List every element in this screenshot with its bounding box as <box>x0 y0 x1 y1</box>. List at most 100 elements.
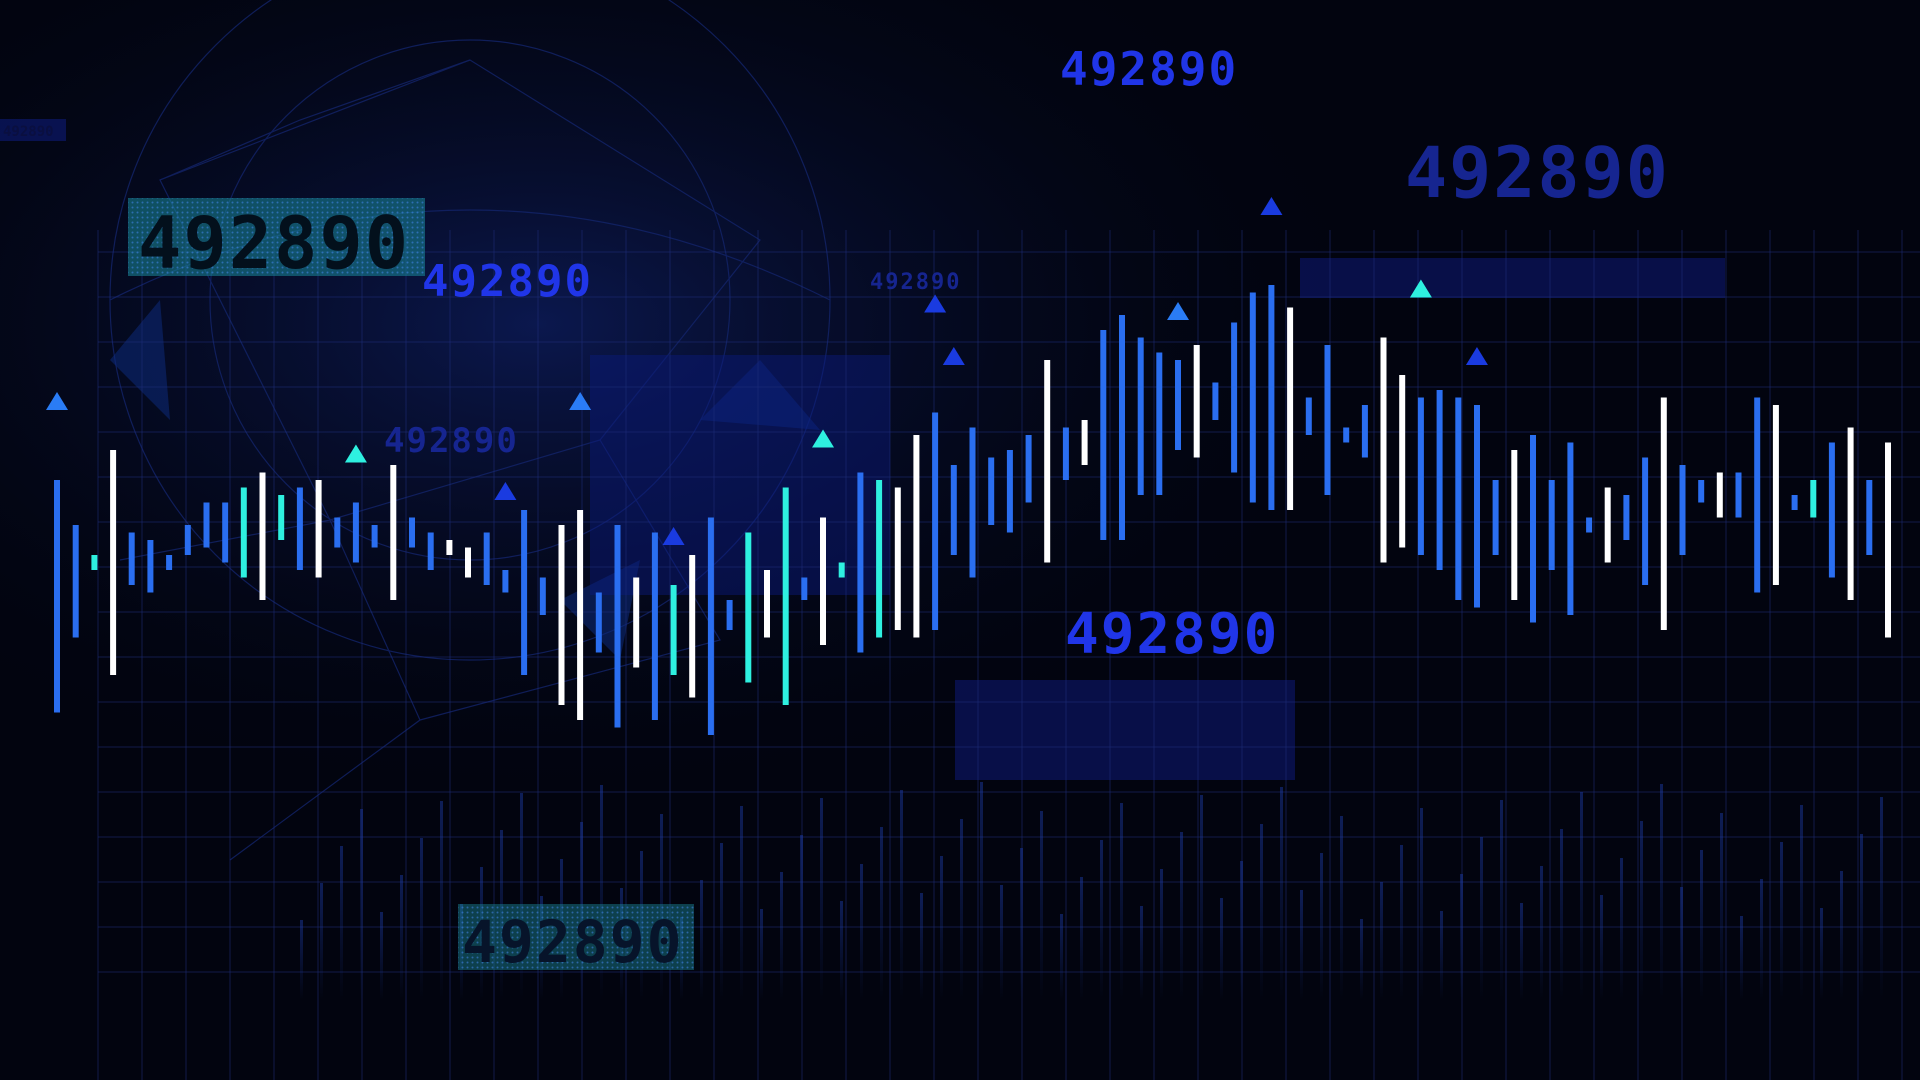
ghost-bar <box>340 846 343 1000</box>
ghost-bar <box>1880 797 1883 1000</box>
price-bar <box>483 532 490 585</box>
triangle-marker <box>942 347 965 365</box>
price-bar <box>707 517 714 735</box>
ghost-bar <box>1640 821 1643 1000</box>
price-bar <box>1305 397 1312 435</box>
ghost-bar <box>1060 914 1063 1000</box>
price-bar <box>390 465 397 600</box>
price-bar <box>1119 315 1125 540</box>
price-bar <box>54 480 60 713</box>
ghost-bar <box>1760 879 1763 1000</box>
price-bar <box>1474 405 1480 608</box>
number-labels: 492890 492890 492890 492890 492890 49289… <box>0 42 1668 976</box>
price-bar <box>259 472 266 600</box>
price-bar <box>1006 450 1013 533</box>
ghost-bar <box>1160 869 1163 1000</box>
price-bar <box>1417 397 1424 555</box>
price-bar <box>128 532 135 585</box>
price-bar <box>1866 480 1873 555</box>
price-bar <box>764 570 770 638</box>
price-bar <box>1511 450 1518 600</box>
label-8: 492890 <box>462 908 684 976</box>
ghost-bar <box>380 912 383 1000</box>
background-panels <box>590 258 1725 780</box>
ghost-bar <box>1580 792 1583 1000</box>
price-bar <box>1642 457 1649 585</box>
price-bar <box>315 480 322 578</box>
ghost-bar <box>300 920 303 1000</box>
triangle-marker <box>1260 197 1283 215</box>
price-bar <box>1137 337 1144 495</box>
label-1: 492890 <box>138 201 410 285</box>
ghost-bar <box>1460 874 1463 1000</box>
price-bar <box>334 517 341 548</box>
ghost-bar <box>1200 795 1203 1000</box>
price-bar <box>502 570 509 593</box>
ghost-bar <box>440 801 443 1000</box>
ghost-bar <box>1080 877 1083 1000</box>
ghost-bar <box>600 785 603 1000</box>
ghost-bar <box>420 838 423 1000</box>
ghost-bar <box>880 827 883 1000</box>
ghost-bar <box>1720 813 1723 1000</box>
ghost-bar <box>1000 885 1003 1000</box>
ghost-bar <box>1140 906 1143 1000</box>
ghost-bar <box>1540 866 1543 1000</box>
price-bar <box>91 555 98 570</box>
price-bar <box>371 525 378 548</box>
price-bar <box>1025 435 1032 503</box>
label-box-9 <box>0 119 66 141</box>
ghost-bar <box>360 809 363 1000</box>
price-bar <box>521 510 528 675</box>
price-bar <box>409 517 415 548</box>
ghost-bar <box>1040 811 1043 1000</box>
price-bar <box>1791 495 1798 510</box>
price-bar <box>932 412 939 630</box>
triangle-marker <box>1167 302 1190 320</box>
ghost-bar <box>1020 848 1023 1000</box>
price-bar <box>1679 465 1686 555</box>
ghost-bar <box>700 880 703 1000</box>
price-bar <box>1810 480 1817 518</box>
triangle-marker <box>924 294 947 313</box>
ghost-bar <box>800 835 803 1000</box>
price-bar <box>1100 330 1107 540</box>
price-bar <box>1716 472 1723 518</box>
ghost-bar <box>1840 871 1843 1000</box>
price-bar <box>1623 495 1630 540</box>
ghost-bar <box>940 856 943 1000</box>
price-bar <box>670 585 677 675</box>
price-bar <box>427 532 434 570</box>
price-bar <box>595 592 602 653</box>
price-bar <box>651 532 658 720</box>
price-bar <box>950 465 957 555</box>
ghost-bar <box>840 901 843 1000</box>
price-bar <box>782 487 789 705</box>
ghost-bar <box>1320 853 1323 1000</box>
price-bar <box>166 555 173 570</box>
price-bar <box>876 480 883 638</box>
price-bar <box>147 540 154 593</box>
price-bar <box>1212 382 1219 420</box>
ghost-bar <box>520 793 523 1000</box>
ghost-bar <box>1500 800 1503 1000</box>
ghost-bar <box>900 790 903 1000</box>
ghost-bar <box>1100 840 1103 1000</box>
price-bar <box>1455 397 1462 600</box>
price-bar <box>745 532 752 683</box>
ghost-bar <box>1780 842 1783 1000</box>
ghost-bar <box>1120 803 1123 1000</box>
triangle-marker <box>46 392 68 410</box>
price-bar <box>1847 427 1854 600</box>
ghost-bar <box>1740 916 1743 1000</box>
ghost-bar <box>1220 898 1223 1000</box>
ghost-bar <box>860 864 863 1000</box>
price-bar <box>1604 487 1611 563</box>
price-bar <box>1492 480 1499 555</box>
price-bar <box>110 450 117 675</box>
price-bar <box>1399 375 1406 548</box>
ghost-bar <box>1420 808 1423 1000</box>
price-bar <box>1044 360 1051 563</box>
price-bars <box>54 285 1891 735</box>
